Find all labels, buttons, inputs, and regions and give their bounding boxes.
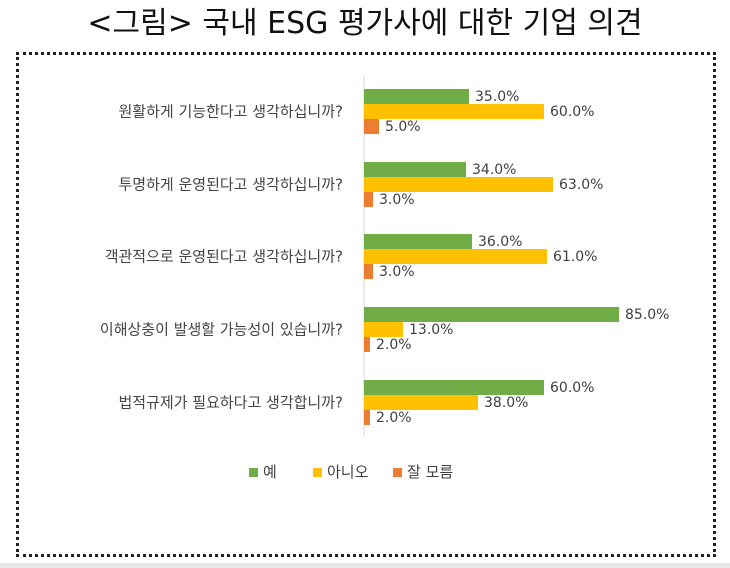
data-label: 5.0% [385,119,421,135]
bar-yes [364,89,469,104]
data-label: 35.0% [475,89,519,105]
data-label: 34.0% [472,162,516,178]
category-label: 이해상충이 발생할 가능성이 있습니까? [100,321,343,339]
data-label: 85.0% [625,307,669,323]
data-label: 61.0% [553,249,597,265]
bar-unknown [364,119,379,134]
bar-yes [364,307,619,322]
chart-frame [16,52,716,557]
bar-no [364,322,403,337]
category-label: 투명하게 운영된다고 생각하십니까? [119,176,344,194]
legend-swatch [313,468,322,477]
data-label: 2.0% [376,410,412,426]
legend-label: 예 [263,463,277,481]
bar-unknown [364,192,373,207]
data-label: 38.0% [484,395,528,411]
bar-no [364,395,478,410]
chart-title: <그림> 국내 ESG 평가사에 대한 기업 의견 [87,6,643,41]
bar-yes [364,162,466,177]
bar-no [364,104,544,119]
category-label: 객관적으로 운영된다고 생각하십니까? [105,248,343,266]
bar-unknown [364,410,370,425]
bar-no [364,177,553,192]
bottom-divider [0,563,730,568]
data-label: 2.0% [376,337,412,353]
data-label: 3.0% [379,192,415,208]
data-label: 13.0% [409,322,453,338]
bar-unknown [364,264,373,279]
category-label: 법적규제가 필요하다고 생각합니까? [119,394,344,412]
legend-label: 잘 모름 [407,463,453,481]
data-label: 63.0% [559,177,603,193]
legend-swatch [249,468,258,477]
data-label: 36.0% [478,234,522,250]
data-label: 60.0% [550,104,594,120]
data-label: 60.0% [550,380,594,396]
category-label: 원활하게 기능한다고 생각하십니까? [119,103,344,121]
bar-yes [364,380,544,395]
legend-label: 아니오 [327,463,369,481]
bar-unknown [364,337,370,352]
legend-swatch [393,468,402,477]
data-label: 3.0% [379,264,415,280]
bar-yes [364,234,472,249]
bar-no [364,249,547,264]
